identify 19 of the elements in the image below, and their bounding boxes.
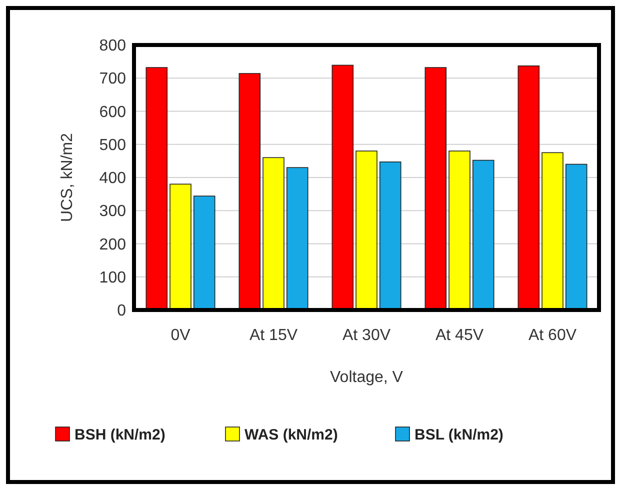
x-tick-label: At 45V bbox=[435, 327, 484, 344]
y-axis-title: UCS, kN/m2 bbox=[59, 132, 76, 222]
x-tick-label: At 30V bbox=[342, 327, 391, 344]
legend-label: BSL (kN/m2) bbox=[414, 426, 504, 444]
y-tick-label: 200 bbox=[99, 236, 126, 254]
y-tick-label: 400 bbox=[99, 170, 126, 188]
x-tick-label: At 60V bbox=[528, 327, 577, 344]
y-tick-label: 300 bbox=[99, 203, 126, 220]
legend-label: WAS (kN/m2) bbox=[244, 426, 338, 444]
x-axis-title: Voltage, V bbox=[330, 369, 404, 386]
y-tick-label: 800 bbox=[99, 38, 126, 55]
legend-label: BSH (kN/m2) bbox=[74, 426, 166, 444]
y-tick-label: 100 bbox=[99, 269, 126, 286]
y-tick-label: 500 bbox=[99, 136, 126, 154]
x-tick-label: 0V bbox=[170, 327, 191, 344]
y-tick-label: 600 bbox=[99, 104, 126, 121]
x-tick-label: At 15V bbox=[249, 327, 298, 344]
y-tick-label: 700 bbox=[99, 70, 126, 88]
y-tick-label: 0 bbox=[117, 302, 126, 320]
